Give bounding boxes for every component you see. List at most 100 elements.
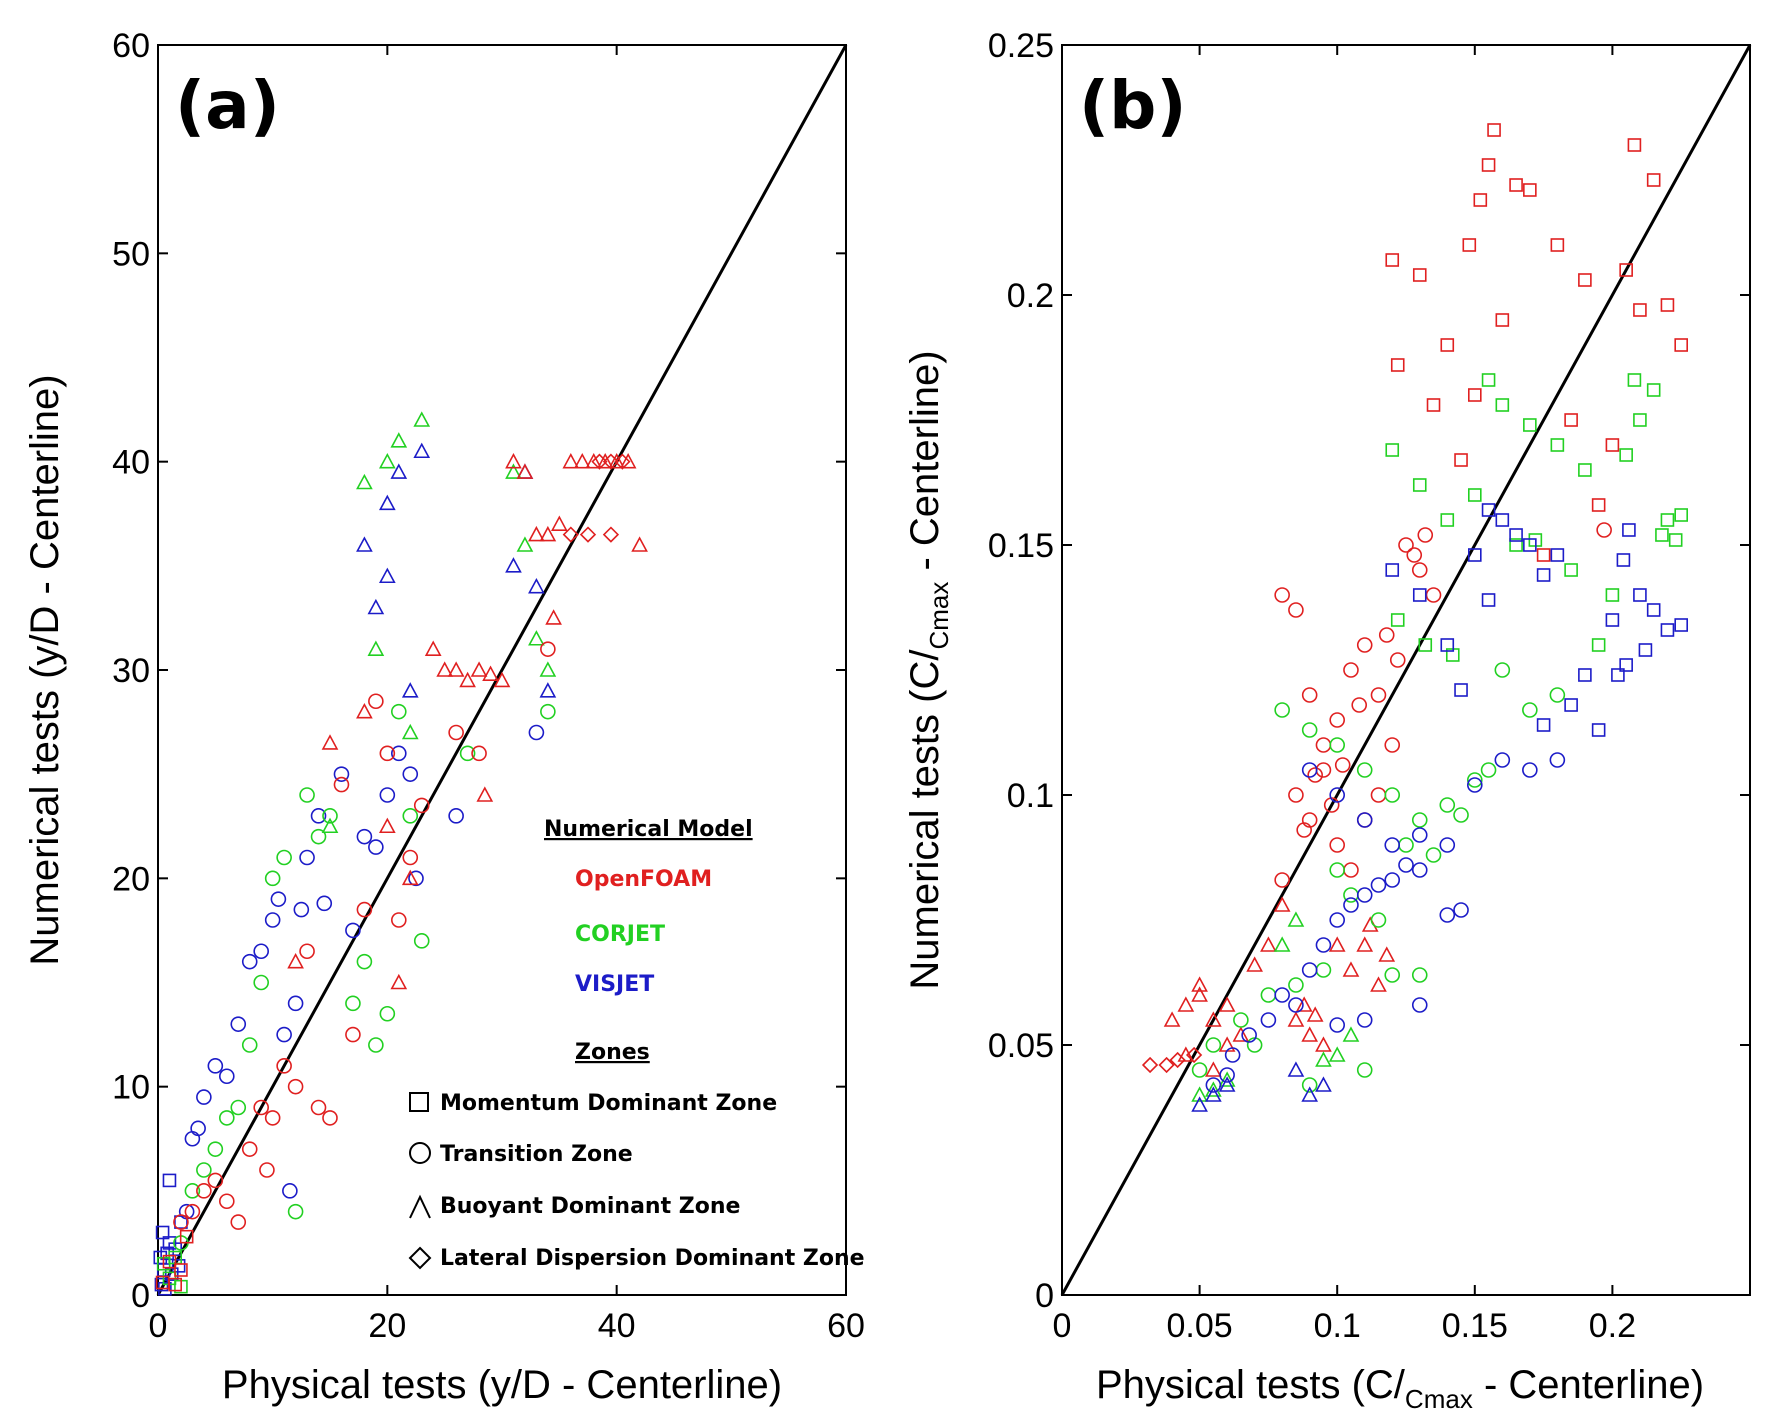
data-point-corjet-circle	[1398, 837, 1414, 853]
data-point-openfoam-triangle	[436, 661, 454, 677]
data-point-corjet-triangle	[516, 536, 534, 552]
data-point-openfoam-square	[1454, 453, 1468, 467]
data-point-visjet-square	[1481, 593, 1496, 607]
panel-b: 0 0.05 0.1 0.15 0.2 0 0.05 0.1 0.15 0.2 0.25 (b) P…	[903, 27, 1752, 1414]
panel-b-reference-line	[1060, 44, 1752, 1296]
data-point-corjet-circle	[264, 870, 281, 887]
legend-openfoam: OpenFOAM	[575, 867, 712, 892]
data-point-openfoam-diamond	[614, 453, 631, 470]
data-point-openfoam-triangle	[1287, 1011, 1305, 1027]
panel-b-points	[1141, 123, 1688, 1112]
data-point-corjet-circle	[1467, 772, 1483, 788]
data-point-openfoam-circle	[287, 1078, 304, 1095]
legend: Numerical Model OpenFOAM CORJET VISJET Z…	[408, 817, 865, 1271]
data-point-visjet-circle	[408, 870, 424, 887]
data-point-visjet-square	[1468, 548, 1482, 562]
data-point-openfoam-triangle	[1232, 1026, 1250, 1042]
data-point-corjet-triangle	[401, 723, 419, 740]
data-point-openfoam-triangle	[1191, 986, 1208, 1002]
legend-diamond-marker	[408, 1246, 432, 1270]
data-point-corjet-circle	[1356, 762, 1373, 778]
data-point-openfoam-triangle	[287, 952, 304, 969]
panel-a-x-tick-label: 40	[598, 1307, 636, 1345]
data-point-openfoam-circle	[299, 943, 315, 960]
data-point-visjet-triangle	[378, 494, 396, 511]
data-point-openfoam-diamond	[1141, 1056, 1159, 1074]
data-point-openfoam-diamond	[579, 526, 597, 543]
data-point-openfoam-triangle	[1342, 961, 1360, 977]
data-point-openfoam-square	[168, 1277, 182, 1292]
data-point-corjet-circle	[402, 808, 419, 824]
data-point-corjet-circle	[310, 828, 327, 845]
data-point-visjet-square	[1591, 723, 1606, 737]
data-point-visjet-triangle	[356, 536, 373, 552]
data-point-visjet-square	[1481, 503, 1496, 517]
data-point-openfoam-circle	[1406, 547, 1423, 563]
data-point-corjet-square	[1660, 513, 1675, 527]
data-point-corjet-circle	[1329, 862, 1345, 878]
data-point-corjet-circle	[1233, 1012, 1249, 1028]
data-point-visjet-circle	[184, 1130, 201, 1147]
data-point-visjet-square	[1605, 613, 1620, 627]
data-point-openfoam-square	[1605, 438, 1620, 452]
data-point-openfoam-circle	[219, 1193, 235, 1210]
data-point-corjet-circle	[219, 1110, 235, 1126]
data-point-openfoam-circle	[1274, 872, 1290, 888]
data-point-openfoam-triangle	[390, 973, 408, 990]
data-point-visjet-triangle	[390, 463, 408, 479]
panel-b-x-tick-label: 0	[1053, 1307, 1072, 1345]
data-point-corjet-square	[1385, 443, 1400, 457]
data-point-visjet-circle	[1411, 997, 1428, 1013]
data-point-openfoam-circle	[1370, 687, 1387, 703]
data-point-openfoam-triangle	[505, 452, 522, 469]
data-point-openfoam-triangle	[1315, 1036, 1332, 1052]
data-point-openfoam-circle	[207, 1172, 224, 1189]
panel-a-y-tick-label: 20	[112, 860, 150, 898]
data-point-openfoam-circle	[1274, 587, 1290, 603]
data-point-openfoam-triangle	[1260, 936, 1277, 952]
data-point-openfoam-circle	[402, 849, 419, 866]
data-point-openfoam-square	[1487, 123, 1501, 137]
data-point-openfoam-square	[1564, 413, 1578, 427]
data-point-openfoam-square	[1633, 303, 1647, 317]
data-point-openfoam-triangle	[459, 671, 476, 688]
panel-b-y-label-tail: - Centerline)	[903, 350, 947, 581]
panel-a-x-axis-label: Physical tests (y/D - Centerline)	[222, 1363, 782, 1407]
data-point-openfoam-diamond	[602, 526, 620, 543]
data-point-openfoam-circle	[310, 1099, 327, 1116]
data-point-openfoam-triangle	[1361, 916, 1379, 932]
data-point-visjet-square	[1550, 548, 1565, 562]
data-point-openfoam-triangle	[447, 661, 465, 677]
data-point-openfoam-circle	[1288, 787, 1304, 803]
data-point-corjet-circle	[1260, 987, 1277, 1003]
data-point-corjet-circle	[230, 1099, 247, 1116]
data-point-openfoam-square	[162, 1254, 177, 1269]
data-point-corjet-circle	[345, 995, 361, 1012]
data-point-openfoam-circle	[333, 776, 350, 793]
data-point-corjet-triangle	[390, 432, 408, 448]
data-point-openfoam-circle	[413, 797, 430, 814]
data-point-visjet-circle	[230, 1016, 247, 1032]
panel-a-y-axis-label: Numerical tests (y/D - Centerline)	[23, 374, 67, 965]
data-point-openfoam-square	[1468, 388, 1482, 402]
data-point-corjet-circle	[253, 974, 270, 991]
data-point-openfoam-circle	[448, 724, 464, 741]
data-point-corjet-triangle	[1218, 1071, 1236, 1087]
data-point-visjet-triangle	[1218, 1076, 1236, 1092]
data-point-corjet-triangle	[1342, 1026, 1360, 1042]
data-point-corjet-triangle	[367, 640, 385, 656]
data-point-corjet-circle	[184, 1183, 201, 1199]
panel-b-x-axis-label: Physical tests (C/Cmax - Centerline)	[1096, 1363, 1704, 1414]
data-point-visjet-square	[1622, 523, 1636, 537]
data-point-openfoam-circle	[276, 1058, 292, 1074]
data-point-visjet-square	[1674, 618, 1688, 632]
data-point-openfoam-circle	[1329, 712, 1345, 728]
data-point-visjet-square	[1536, 718, 1551, 732]
data-point-visjet-circle	[1329, 1017, 1345, 1033]
data-point-corjet-triangle	[378, 452, 396, 469]
panel-a-reference-line	[156, 44, 848, 1296]
data-point-visjet-circle	[333, 766, 350, 782]
panel-b-x-tick-label: 0.2	[1589, 1307, 1636, 1345]
data-point-corjet-triangle	[356, 473, 373, 490]
data-point-visjet-square	[1564, 698, 1578, 712]
